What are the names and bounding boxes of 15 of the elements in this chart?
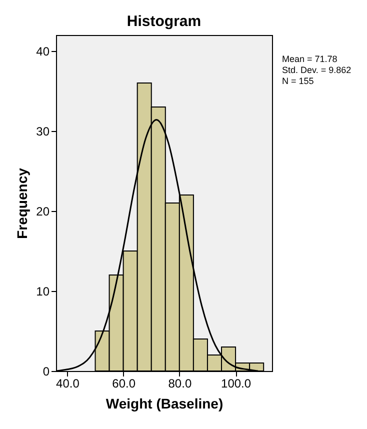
x-axis-title: Weight (Baseline) [106,396,224,412]
x-tick-label: 60.0 [112,376,136,390]
y-tick-label: 40 [36,44,50,58]
y-tick-label: 10 [36,284,50,298]
chart-title: Histogram [126,13,202,30]
y-tick-label: 0 [42,364,50,378]
text: N = 155 [282,76,314,86]
x-tick-label: 100.0 [221,376,252,390]
text: Mean = 71.78 [282,54,338,64]
x-tick-label: 40.0 [56,376,80,390]
y-tick-label: 20 [36,204,50,218]
text: Std. Dev. = 9.862 [282,65,352,75]
x-tick-label: 80.0 [168,376,192,390]
y-tick-label: 30 [36,124,50,138]
y-axis-title: Frequency [14,168,30,239]
